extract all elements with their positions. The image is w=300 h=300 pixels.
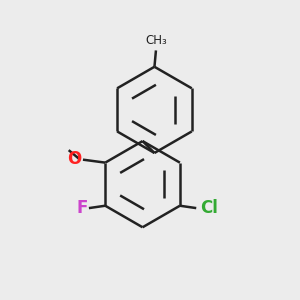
Text: F: F — [76, 199, 87, 217]
Text: CH₃: CH₃ — [145, 34, 167, 47]
Text: O: O — [67, 150, 82, 168]
Text: Cl: Cl — [200, 199, 218, 217]
